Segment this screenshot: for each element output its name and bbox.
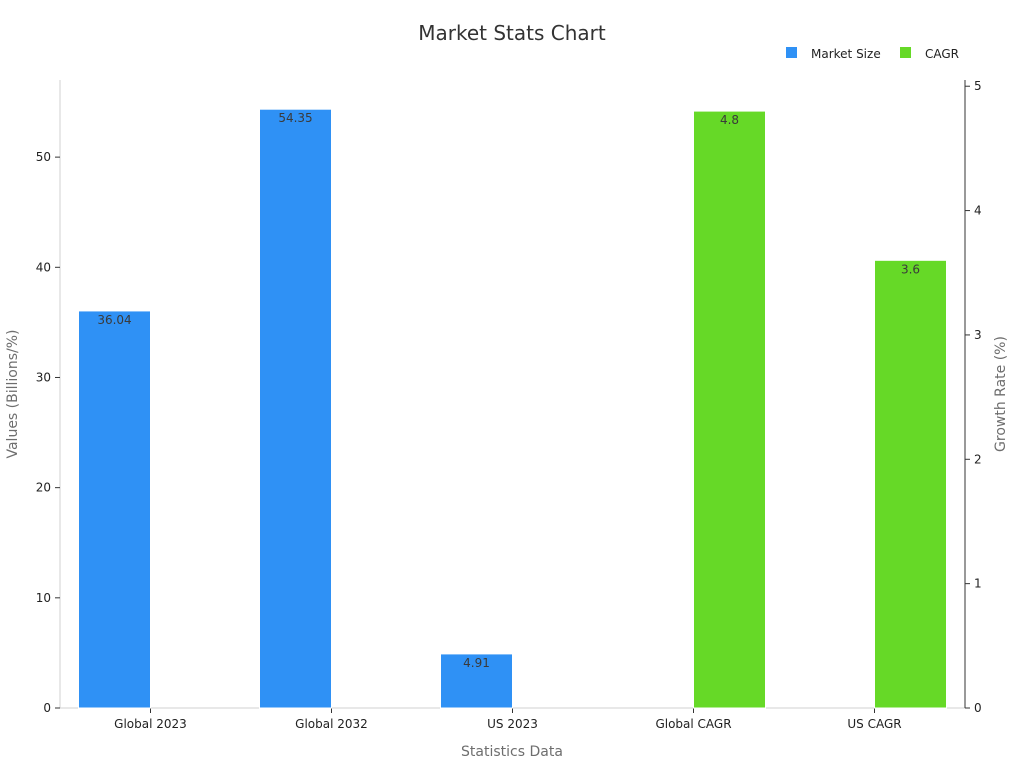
x-axis-ticks: Global 2023 Global 2032 US 2023 Global CAGR…: [114, 708, 902, 731]
y2-tick-label: 0: [974, 701, 982, 715]
bar-market-size: [259, 108, 332, 709]
y-tick-label: 40: [36, 260, 51, 274]
y2-axis-label: Growth Rate (%): [993, 336, 1009, 452]
legend-label-cagr: CAGR: [925, 47, 959, 61]
bar-value-label: 54.35: [278, 111, 312, 125]
bars: [78, 108, 947, 709]
bar-value-label: 4.8: [720, 113, 739, 127]
x-tick-label: Global CAGR: [655, 717, 731, 731]
x-tick-label: Global 2032: [295, 717, 368, 731]
bar-value-label: 4.91: [463, 656, 490, 670]
bar-value-labels: 36.04 54.35 4.91 4.8 3.6: [97, 111, 920, 670]
bar-market-size: [440, 653, 513, 709]
bar-market-size: [78, 310, 151, 709]
y-tick-label: 50: [36, 150, 51, 164]
x-axis-label: Statistics Data: [461, 744, 563, 760]
y-tick-label: 20: [36, 481, 51, 495]
chart-title: Market Stats Chart: [418, 21, 606, 45]
bar-value-label: 3.6: [901, 262, 920, 276]
y-tick-label: 30: [36, 370, 51, 384]
y-axis-right-ticks: 0 1 2 3 4 5: [965, 79, 982, 715]
y-tick-label: 10: [36, 591, 51, 605]
bar-value-label: 36.04: [97, 313, 131, 327]
y2-tick-label: 2: [974, 452, 982, 466]
legend-swatch-market-size: [786, 47, 797, 58]
x-tick-label: US 2023: [487, 717, 538, 731]
x-tick-label: US CAGR: [847, 717, 901, 731]
legend-swatch-cagr: [900, 47, 911, 58]
y2-tick-label: 3: [974, 328, 982, 342]
y2-tick-label: 5: [974, 79, 982, 93]
x-tick-label: Global 2023: [114, 717, 187, 731]
bar-cagr: [874, 259, 947, 709]
y2-tick-label: 1: [974, 577, 982, 591]
y-tick-label: 0: [43, 701, 51, 715]
legend: Market Size CAGR: [786, 47, 959, 61]
y-axis-left-ticks: 0 10 20 30 40 50: [36, 150, 60, 715]
y-axis-label: Values (Billions/%): [5, 329, 21, 458]
y2-tick-label: 4: [974, 204, 982, 218]
bar-cagr: [693, 110, 766, 709]
legend-label-market-size: Market Size: [811, 47, 881, 61]
